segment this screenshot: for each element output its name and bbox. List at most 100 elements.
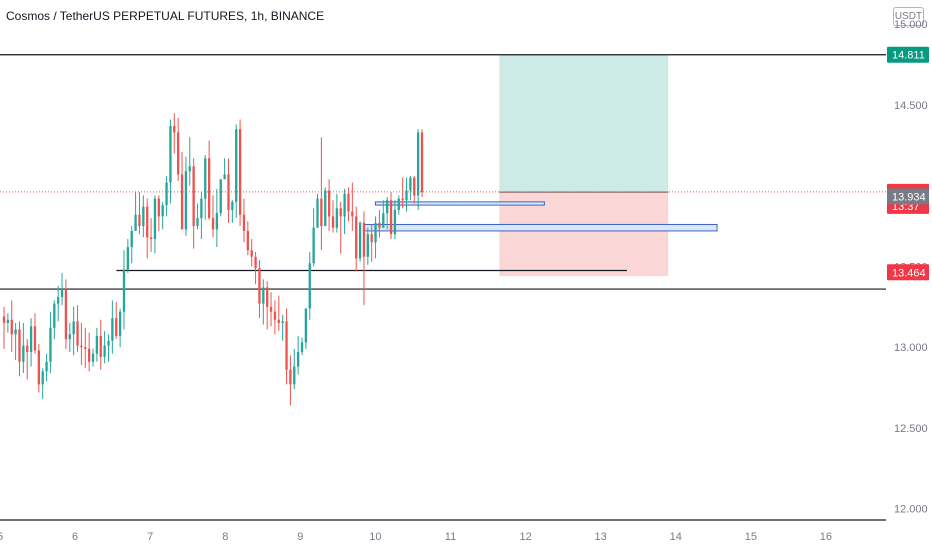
price-label [887,188,929,205]
candle-body [366,234,369,257]
candle-body [10,319,13,335]
candle-body [296,352,300,367]
candle-body [126,247,130,270]
candle-body [91,353,95,362]
candle-body [397,198,400,210]
candle-body [80,345,83,348]
y-tick-label: 15.000 [894,19,928,31]
candle-body [14,329,17,335]
candle-body [324,190,327,227]
candle-body [130,230,133,248]
candle-body [273,311,277,320]
candle-body [45,361,48,372]
x-tick-label: 7 [147,531,153,543]
candle-body [95,335,99,354]
y-tick-label: 14.500 [894,100,928,112]
x-tick-label: 15 [745,531,757,543]
candle-body [33,326,37,351]
candle-body [72,321,75,335]
candle-body [347,193,350,212]
candle-body [173,125,176,133]
candle-body [192,166,195,227]
candle-body [401,198,404,201]
candle-body [149,237,153,240]
candle-body [99,335,102,357]
candle-body [227,174,230,210]
candle-body [87,348,91,362]
candle-body [53,303,56,328]
x-tick-label: 13 [595,531,607,543]
candle-body [184,171,188,230]
price-label-text: 13.464 [892,267,926,279]
x-tick-label: 9 [297,531,303,543]
candle-body [316,198,319,228]
candle-body [122,269,126,312]
candle-body [142,206,145,227]
candle-body [169,125,172,183]
candle-body [22,345,25,362]
currency-button[interactable]: USDT [893,7,924,26]
candle-body [238,129,242,215]
candle-body [177,132,180,175]
candle-body [223,174,226,180]
candle-body [111,318,114,341]
candle-body [49,327,52,362]
candle-body [374,222,377,243]
candle-body [235,129,238,202]
candle-body [269,306,273,312]
position-target-area[interactable] [499,54,669,193]
candle-body [335,208,339,228]
candle-body [293,366,296,385]
candle-body [416,132,420,196]
candle-body [312,227,315,264]
candle-body [351,211,354,217]
candle-body [211,218,215,230]
price-label-text: 14.811 [892,50,925,62]
position-stop-area[interactable] [499,192,669,277]
candle-body [118,311,122,336]
x-tick-label: 16 [820,531,832,543]
y-tick-label: 12.500 [894,423,928,435]
candle-body [219,179,222,214]
candle-body [57,297,60,304]
candle-body [180,174,184,230]
candle-body [362,222,366,257]
candle-body [262,287,265,304]
candle-body [107,340,110,346]
candle-body [29,326,33,353]
rectangle-zone[interactable] [374,201,545,206]
candle-body [41,371,44,385]
candle-body [413,177,416,196]
x-tick-label: 8 [222,531,228,543]
candle-body [393,209,397,235]
candle-body [231,201,234,210]
candle-body [242,214,246,231]
candle-body [207,158,211,219]
candle-body [2,316,6,323]
candle-body [200,198,203,219]
candle-body [138,214,141,227]
candle-body [215,213,219,230]
y-tick-label: 12.000 [894,504,928,516]
candle-body [386,200,389,214]
candle-body [157,198,160,217]
price-label [887,264,929,281]
chart-title: Cosmos / TetherUS PERPETUAL FUTURES, 1h,… [6,9,325,23]
rectangle-zone[interactable] [363,223,718,232]
candle-body [339,208,342,217]
y-tick-label: 13.000 [894,342,928,354]
price-label [887,46,929,63]
x-tick-label: 11 [445,531,456,543]
candle-body [64,289,68,340]
candle-body [196,218,199,227]
candle-body [343,193,346,217]
x-tick-label: 14 [670,531,682,543]
candle-body [115,318,118,336]
candle-body [382,213,385,228]
candle-body [277,319,280,323]
candle-body [355,216,358,259]
candle-body [289,369,292,385]
candle-body [188,166,191,172]
candle-body [165,182,168,206]
